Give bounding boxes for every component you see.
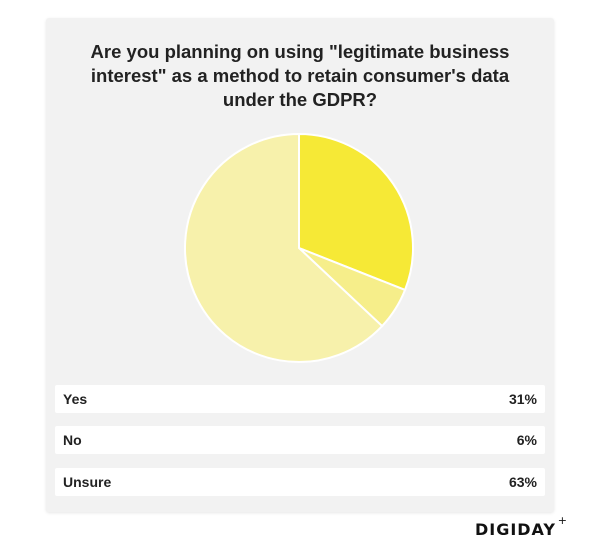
legend-row-no: No 6% — [55, 426, 545, 454]
legend-label-unsure: Unsure — [63, 474, 112, 490]
pie-slice-unsure — [184, 132, 384, 363]
chart-title: Are you planning on using "legitimate bu… — [90, 41, 510, 110]
legend-value-yes: 31% — [508, 391, 537, 407]
pie-slice-yes — [298, 132, 414, 292]
legend-value-no: 6% — [516, 432, 537, 448]
logo-plus-icon: + — [557, 514, 568, 527]
legend-row-unsure: Unsure 63% — [55, 468, 545, 496]
legend-row-yes: Yes 31% — [55, 385, 545, 413]
logo-text: DIGIDAY — [474, 520, 556, 539]
chart-card: Are you planning on using "legitimate bu… — [46, 18, 554, 512]
pie-chart — [184, 132, 414, 363]
legend-label-no: No — [63, 432, 82, 448]
legend-label-yes: Yes — [63, 391, 88, 407]
legend-value-unsure: 63% — [508, 474, 537, 490]
digiday-logo: DIGIDAY + — [474, 514, 567, 539]
